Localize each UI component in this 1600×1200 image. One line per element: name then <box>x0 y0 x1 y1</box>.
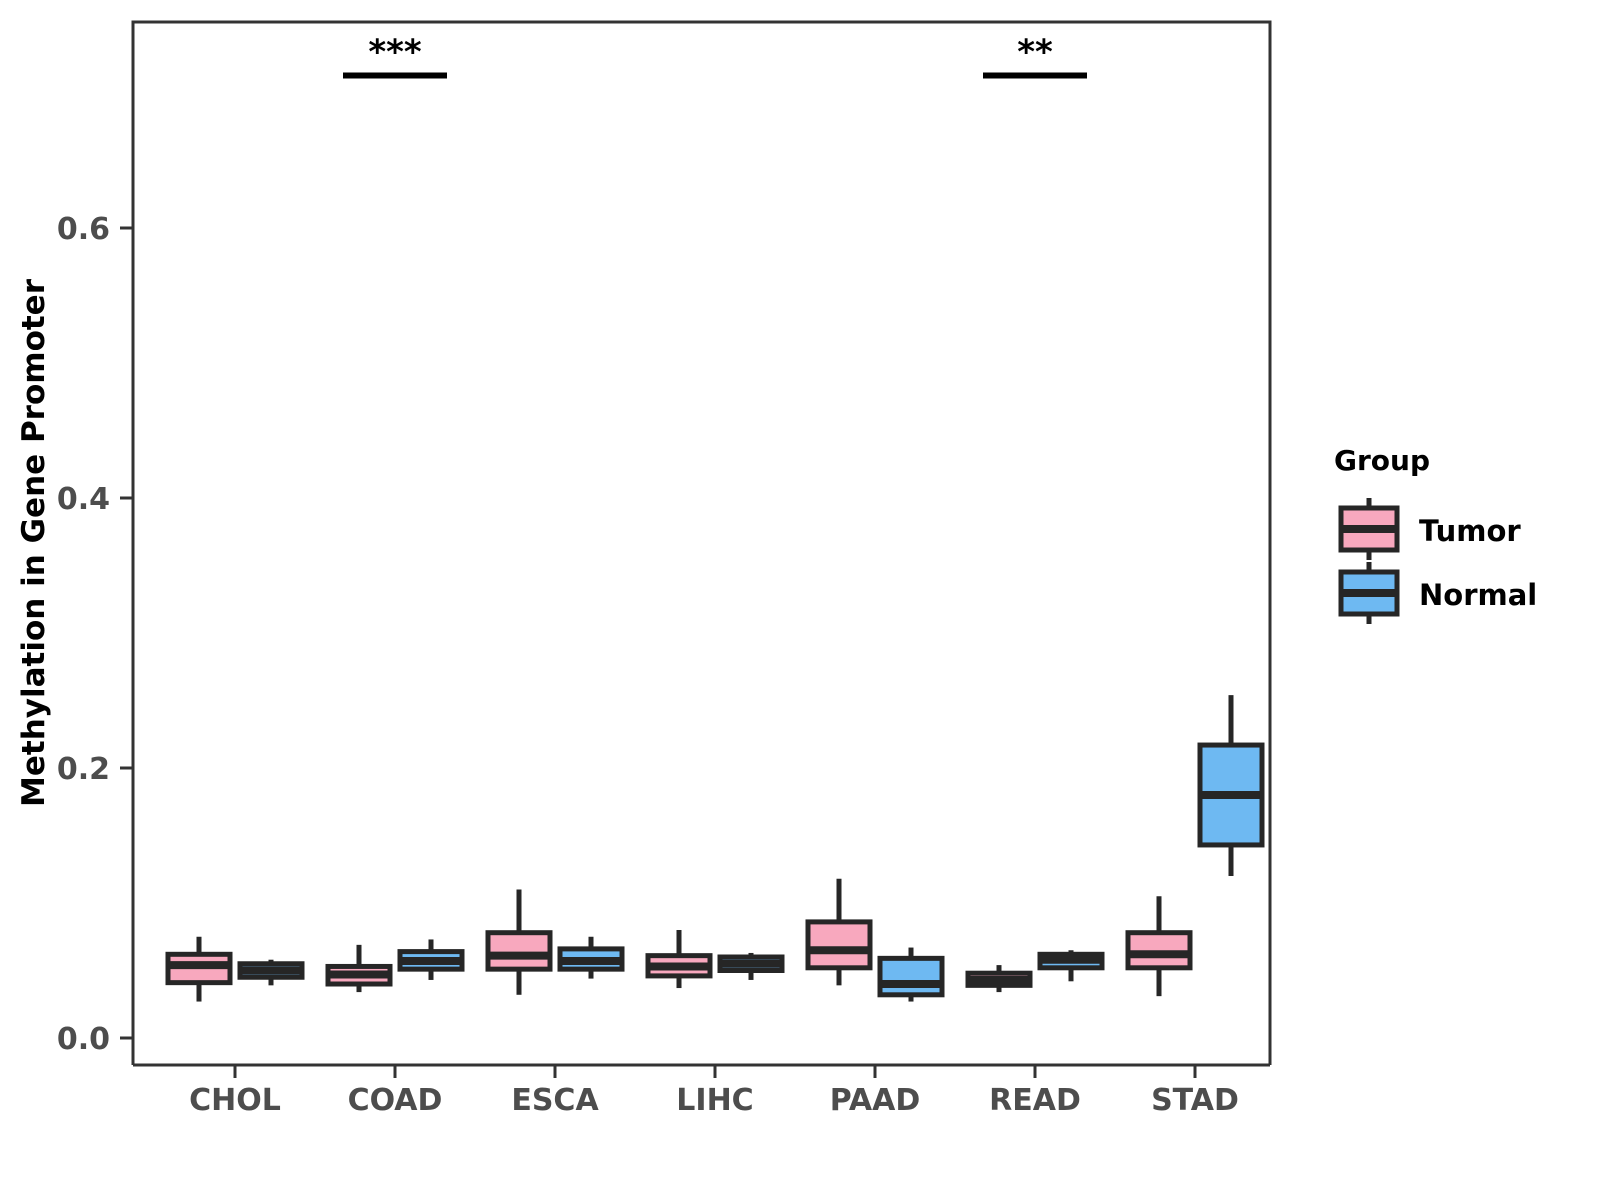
box-iqr <box>805 919 873 971</box>
boxplot-stad-normal[interactable] <box>1197 695 1265 876</box>
y-tick-label-0: 0.0 <box>57 1022 110 1057</box>
significance-annotation-layer: *** ** <box>343 32 1087 79</box>
box-iqr <box>877 955 945 998</box>
boxplot-stad-tumor[interactable] <box>1125 896 1193 997</box>
x-tick-label-lihc: LIHC <box>676 1083 753 1118</box>
plot-panel-background <box>133 22 1270 1065</box>
significance-read: ** <box>983 32 1087 79</box>
plot-panel-border <box>131 20 1272 1065</box>
box-iqr <box>485 930 553 972</box>
x-tick-label-chol: CHOL <box>189 1083 281 1118</box>
legend-key-tumor[interactable]: Tumor <box>1338 498 1521 560</box>
boxplot-coad-tumor[interactable] <box>325 944 393 993</box>
x-tick-label-read: READ <box>989 1083 1081 1118</box>
boxplot-paad-normal[interactable] <box>877 947 945 1002</box>
boxplot-series-layer <box>165 695 1265 1002</box>
significance-stars: *** <box>368 32 422 72</box>
y-tick-label-3: 0.6 <box>57 212 110 247</box>
y-axis-title: Methylation in Gene Promoter <box>16 278 52 807</box>
boxplot-chol-normal[interactable] <box>237 959 305 986</box>
y-axis-ticks <box>120 226 133 1040</box>
boxplot-paad-tumor[interactable] <box>805 878 873 986</box>
significance-coad: *** <box>343 32 447 79</box>
boxplot-read-tumor[interactable] <box>965 965 1033 993</box>
legend: Group Tumor Normal <box>1334 444 1537 624</box>
x-tick-label-coad: COAD <box>348 1083 443 1118</box>
significance-stars: ** <box>1017 32 1053 72</box>
legend-key-normal[interactable]: Normal <box>1338 562 1537 624</box>
box-iqr <box>1125 930 1193 971</box>
boxplot-read-normal[interactable] <box>1037 950 1105 982</box>
legend-label-tumor: Tumor <box>1419 514 1521 548</box>
x-tick-label-esca: ESCA <box>511 1083 599 1118</box>
legend-title: Group <box>1334 444 1430 477</box>
boxplot-chol-tumor[interactable] <box>165 936 233 1002</box>
boxplot-lihc-tumor[interactable] <box>645 930 713 989</box>
boxplot-esca-normal[interactable] <box>557 936 625 979</box>
boxplot-esca-tumor[interactable] <box>485 889 553 995</box>
x-axis-ticks <box>233 1065 1197 1078</box>
y-tick-label-2: 0.4 <box>57 482 110 517</box>
x-tick-label-paad: PAAD <box>830 1083 921 1118</box>
legend-label-normal: Normal <box>1419 578 1537 612</box>
x-tick-label-stad: STAD <box>1151 1083 1239 1118</box>
y-tick-label-1: 0.2 <box>57 752 110 787</box>
boxplot-lihc-normal[interactable] <box>717 952 785 980</box>
boxplot-coad-normal[interactable] <box>397 939 465 980</box>
